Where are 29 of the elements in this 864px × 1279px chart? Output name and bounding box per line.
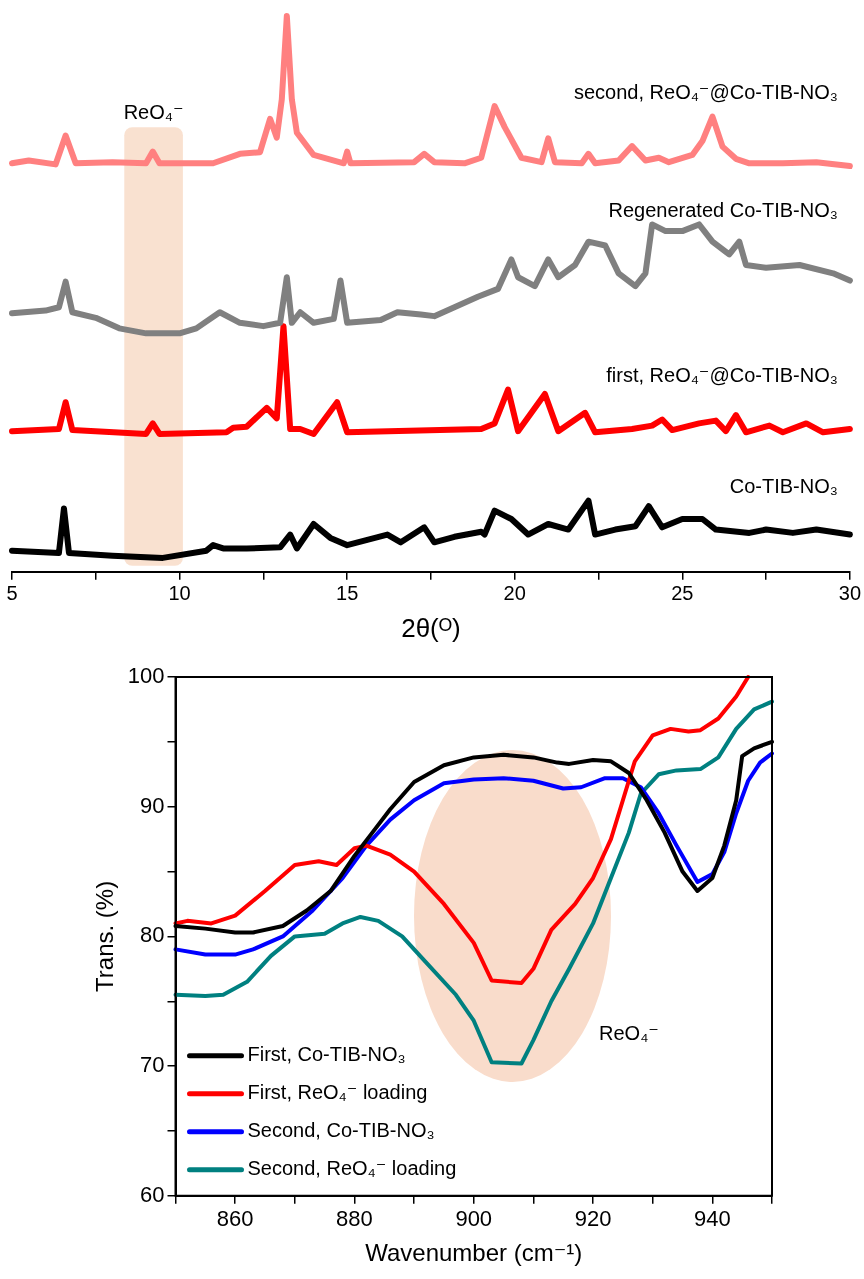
x-tick-label: 900 bbox=[455, 1206, 493, 1232]
x-tick-label: 880 bbox=[336, 1206, 373, 1232]
legend-label: First, Co-TIB-NO₃ bbox=[247, 1043, 406, 1066]
series-label: Co-TIB-NO₃ bbox=[729, 475, 838, 498]
x-tick-label: 860 bbox=[216, 1206, 254, 1232]
x-tick-label: 25 bbox=[671, 582, 694, 605]
series-label: Regenerated Co-TIB-NO₃ bbox=[608, 198, 838, 221]
legend-label: First, ReO₄⁻ loading bbox=[247, 1081, 428, 1104]
x-tick-label: 20 bbox=[503, 582, 526, 605]
y-tick-label: 80 bbox=[140, 922, 165, 948]
x-tick-label: 10 bbox=[168, 582, 191, 605]
y-tick-label: 70 bbox=[140, 1052, 165, 1078]
legend-label: Second, Co-TIB-NO₃ bbox=[247, 1119, 435, 1142]
x-axis-title: 2θ(ᴼ) bbox=[401, 612, 461, 643]
x-tick-label: 920 bbox=[574, 1206, 612, 1232]
y-tick-label: 60 bbox=[140, 1181, 165, 1207]
band-label: ReO₄⁻ bbox=[123, 100, 184, 123]
x-tick-label: 940 bbox=[693, 1206, 731, 1232]
x-tick-label: 30 bbox=[838, 582, 861, 605]
y-tick-label: 90 bbox=[140, 792, 165, 818]
y-tick-label: 100 bbox=[127, 663, 165, 689]
x-tick-label: 5 bbox=[6, 582, 18, 605]
x-axis-title: Wavenumber (cm⁻¹) bbox=[365, 1239, 583, 1267]
series-label: first, ReO₄⁻@Co-TIB-NO₃ bbox=[606, 364, 838, 387]
annotation: ReO₄⁻ bbox=[599, 1022, 659, 1045]
x-tick-label: 15 bbox=[336, 582, 359, 605]
y-axis-title: Trans. (%) bbox=[91, 880, 119, 992]
legend-label: Second, ReO₄⁻ loading bbox=[247, 1157, 457, 1180]
series-label: second, ReO₄⁻@Co-TIB-NO₃ bbox=[573, 80, 838, 103]
